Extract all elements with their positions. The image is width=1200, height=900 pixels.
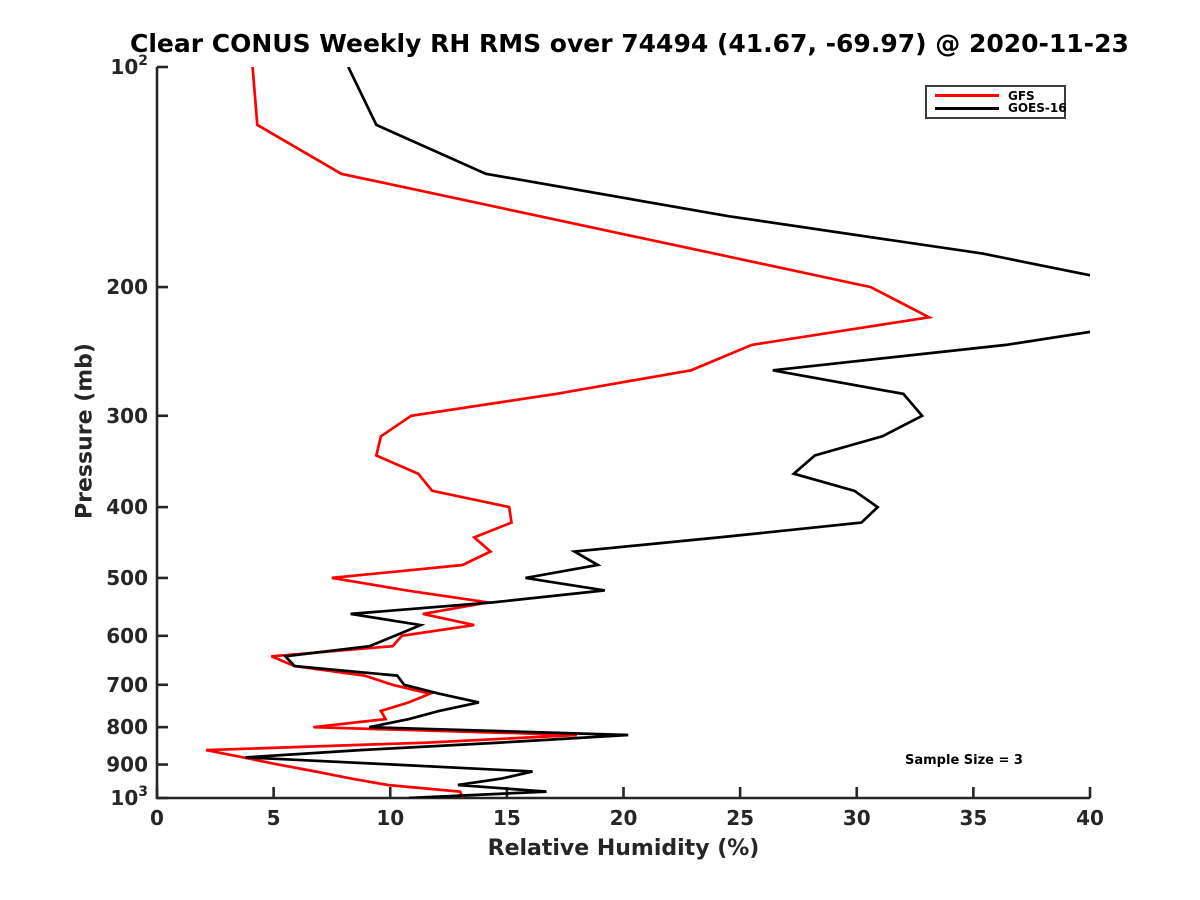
y-axis-ticks: 102 200 300 400 500 600 700 800 900 103 <box>106 53 168 810</box>
y-tick-label: 800 <box>106 715 148 739</box>
axes-spines <box>155 67 1090 800</box>
goes16-line <box>245 67 1090 798</box>
y-tick-label: 600 <box>106 624 148 648</box>
y-tick-label: 103 <box>110 784 148 810</box>
chart-title: Clear CONUS Weekly RH RMS over 74494 (41… <box>130 29 1129 58</box>
x-axis-ticks: 0 5 10 15 20 25 30 35 40 <box>150 787 1104 830</box>
legend-label-goes16: GOES-16 <box>1008 101 1067 116</box>
x-tick-label: 5 <box>267 806 281 830</box>
gfs-line <box>205 67 934 798</box>
sample-size-annotation: Sample Size = 3 <box>905 753 1023 768</box>
x-tick-label: 30 <box>843 806 871 830</box>
y-tick-label: 400 <box>106 495 148 519</box>
legend-label-gfs: GFS <box>1008 88 1035 103</box>
y-tick-label: 700 <box>106 673 148 697</box>
legend: GFS GOES-16 <box>925 85 1067 119</box>
gfs-line-swatch <box>935 94 999 98</box>
y-axis-label: Pressure (mb) <box>72 343 98 519</box>
x-axis-label: Relative Humidity (%) <box>487 836 760 861</box>
x-tick-label: 10 <box>376 806 404 830</box>
legend-item-gfs: GFS <box>935 90 1056 102</box>
y-tick-label: 500 <box>106 566 148 590</box>
legend-item-goes16: GOES-16 <box>935 102 1067 114</box>
x-tick-label: 20 <box>610 806 638 830</box>
x-tick-label: 25 <box>726 806 754 830</box>
y-tick-label: 300 <box>106 404 148 428</box>
x-tick-label: 15 <box>493 806 521 830</box>
y-tick-label: 900 <box>106 753 148 777</box>
goes16-line-swatch <box>935 106 999 110</box>
y-tick-label: 102 <box>110 53 148 79</box>
x-tick-label: 40 <box>1076 806 1104 830</box>
y-tick-label: 200 <box>106 275 148 299</box>
x-tick-label: 35 <box>959 806 987 830</box>
x-tick-label: 0 <box>150 806 164 830</box>
